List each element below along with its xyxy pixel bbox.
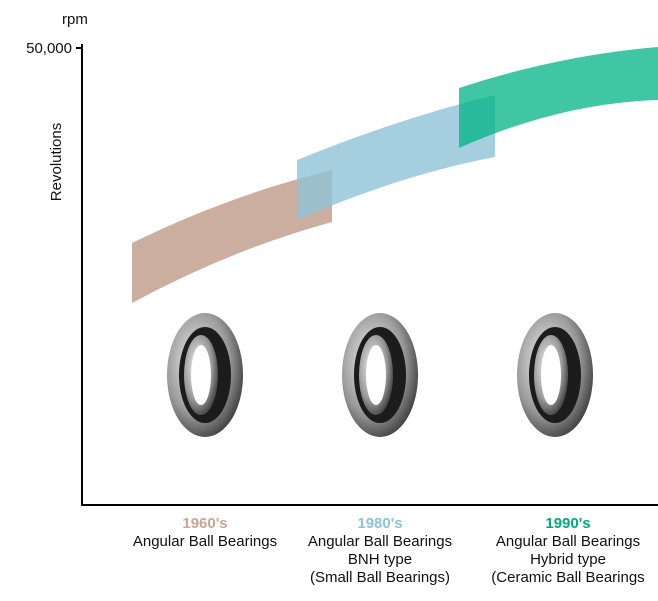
era-line: Angular Ball Bearings (308, 533, 452, 550)
era-line: Hybrid type (530, 551, 606, 568)
era-line: Angular Ball Bearings (496, 533, 640, 550)
band-1960s (132, 170, 332, 303)
era-year: 1960's (182, 515, 227, 532)
bearing-icons (167, 313, 593, 437)
y-tick-label: 50,000 (26, 40, 72, 57)
band-1990s (459, 47, 658, 148)
band-1980s (297, 95, 495, 220)
era-line: (Ceramic Ball Bearings (491, 569, 644, 586)
era-year: 1980's (357, 515, 402, 532)
era-line: BNH type (348, 551, 412, 568)
unit: rpm (62, 11, 88, 28)
era-line: Angular Ball Bearings (133, 533, 277, 550)
era-line: (Small Ball Bearings) (310, 569, 450, 586)
y-axis-label: Revolutions (48, 123, 65, 201)
era-year: 1990's (545, 515, 590, 532)
